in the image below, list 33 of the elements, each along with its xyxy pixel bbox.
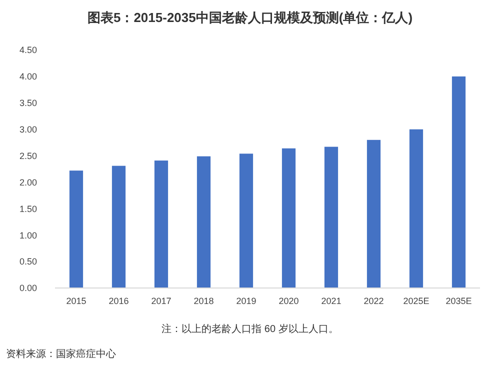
bar <box>239 154 254 288</box>
x-tick-label: 2017 <box>151 296 172 306</box>
bar <box>409 129 424 288</box>
bar <box>366 140 381 288</box>
y-tick-label: 2.00 <box>19 177 37 188</box>
x-tick-label: 2015 <box>66 296 86 306</box>
x-tick-label: 2020 <box>278 296 299 306</box>
chart-title: 图表5：2015-2035中国老龄人口规模及预测(单位：亿人) <box>87 10 413 25</box>
y-tick-label: 1.00 <box>19 230 37 240</box>
x-tick-label: 2022 <box>364 296 384 306</box>
y-tick-label: 3.50 <box>19 98 37 108</box>
text: 注：以上的老龄人口指 60 岁以上人口。 <box>162 323 338 335</box>
y-tick-label: 4.00 <box>19 72 37 82</box>
bar <box>154 160 168 288</box>
bar <box>112 166 126 288</box>
x-tick-label: 2035E <box>446 296 472 306</box>
x-tick-label: 2025E <box>403 296 430 306</box>
bar <box>196 156 211 288</box>
y-tick-label: 0.50 <box>19 256 37 267</box>
x-tick-label: 2021 <box>321 296 342 306</box>
text: 资料来源：国家癌症中心 <box>6 348 116 360</box>
y-tick-label: 0.00 <box>19 283 37 294</box>
bar <box>69 170 84 288</box>
bar <box>452 76 466 288</box>
x-tick-label: 2018 <box>194 296 214 306</box>
y-tick-label: 2.50 <box>19 150 37 161</box>
x-tick-label: 2016 <box>108 296 129 306</box>
y-tick-label: 1.50 <box>19 204 37 214</box>
y-tick-label: 3.00 <box>19 124 37 134</box>
bar <box>282 148 296 288</box>
x-tick-label: 2019 <box>236 296 256 306</box>
y-tick-label: 4.50 <box>19 45 37 56</box>
bar <box>324 146 338 288</box>
